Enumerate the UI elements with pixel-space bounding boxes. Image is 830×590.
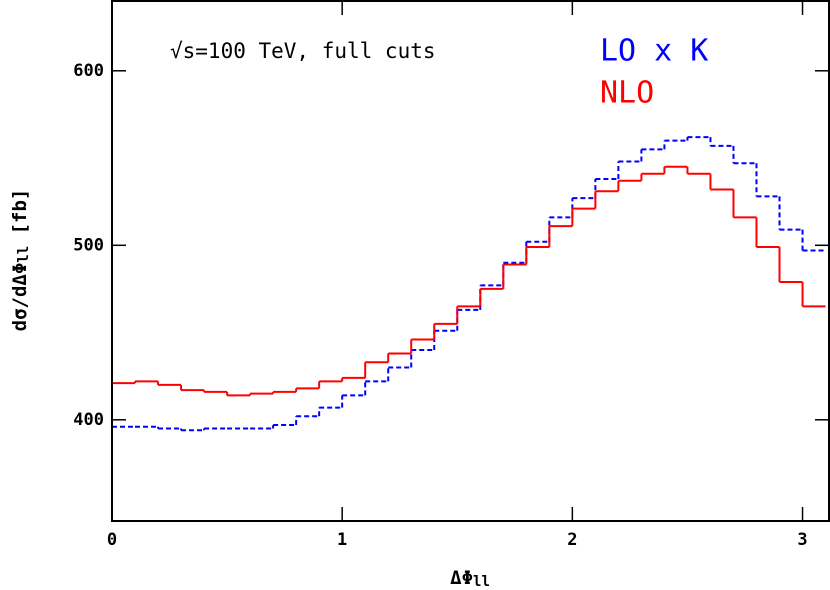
legend-label: LO x K (600, 34, 708, 69)
x-axis-label: ΔΦll (450, 567, 490, 590)
y-tick-label: 500 (73, 235, 104, 255)
x-tick-label: 3 (797, 530, 807, 550)
y-axis-label-unit: [fb] (9, 189, 31, 246)
y-axis-label-sub: ll (16, 246, 32, 263)
y-axis-label-main: dσ/dΔΦ (9, 263, 31, 332)
y-tick-label: 400 (73, 410, 104, 430)
x-tick-label: 0 (107, 530, 117, 550)
x-tick-label: 1 (337, 530, 347, 550)
x-axis-label-main: ΔΦ (450, 567, 473, 589)
x-axis-label-sub: ll (473, 574, 490, 590)
y-axis-label: dσ/dΔΦll [fb] (9, 189, 33, 332)
plot-frame (111, 0, 830, 522)
x-tick-label: 2 (567, 530, 577, 550)
legend-label: NLO (600, 76, 654, 111)
chart-title: √s=100 TeV, full cuts (170, 39, 436, 63)
y-tick-label: 600 (73, 61, 104, 81)
